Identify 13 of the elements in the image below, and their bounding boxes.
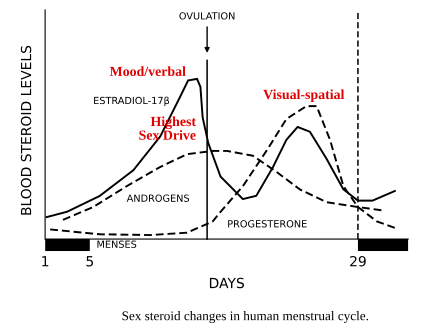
annotation: Mood/verbal	[110, 66, 186, 76]
series-label: ESTRADIOL-17β	[94, 96, 170, 106]
series-label: ANDROGENS	[126, 194, 190, 202]
x-axis-title: DAYS	[210, 278, 244, 288]
y-axis-title: BLOOD STEROID LEVELS	[20, 46, 32, 215]
ref-line-label: OVULATION	[179, 12, 234, 20]
x-tick-label: 5	[86, 256, 94, 266]
series-label: PROGESTERONE	[228, 220, 307, 228]
annotation: Visual-spatial	[263, 89, 344, 102]
x-tick-label: 1	[42, 256, 48, 266]
x-tick-label: 29	[350, 256, 366, 266]
text: MENSES	[97, 240, 136, 248]
text: Sex steroid changes in human menstrual cycle.	[122, 311, 368, 324]
